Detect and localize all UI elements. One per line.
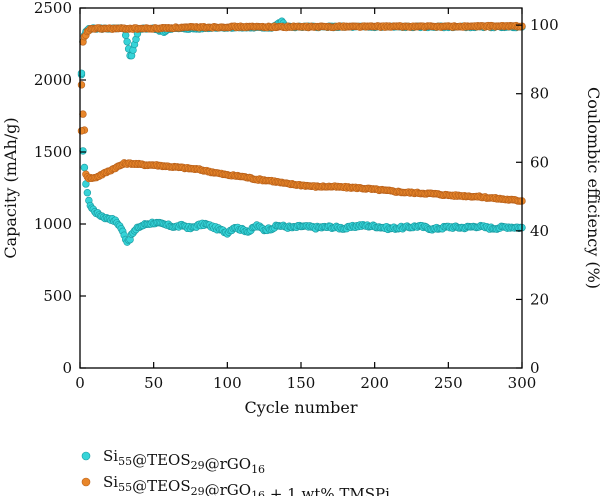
x-tick-label: 200 — [360, 374, 389, 392]
x-tick-label: 150 — [287, 374, 316, 392]
x-axis-title: Cycle number — [244, 398, 357, 417]
legend-marker — [81, 477, 91, 487]
legend-text: Si — [103, 473, 118, 491]
legend-subscript: 55 — [118, 481, 132, 494]
x-tick-label: 250 — [434, 374, 463, 392]
y-left-tick-label: 500 — [43, 287, 72, 305]
legend-marker — [81, 451, 91, 461]
legend-text: @TEOS — [132, 451, 191, 469]
y-left-tick-label: 0 — [62, 359, 72, 377]
y-right-tick-label: 40 — [530, 222, 549, 240]
y-left-tick-label: 2000 — [34, 71, 72, 89]
legend-label: Si55@TEOS29@rGO16 + 1 wt% TMSPi — [103, 473, 390, 496]
plot-area — [77, 17, 526, 246]
axes: 0 50 100 150 200 250 3000500100015002000250002… — [1, 0, 600, 417]
y-left-tick-label: 1000 — [34, 215, 72, 233]
legend-subscript: 55 — [118, 455, 132, 468]
x-tick-label: 300 — [508, 374, 537, 392]
legend-text: @rGO — [205, 481, 251, 496]
x-tick-label: 50 — [144, 374, 163, 392]
legend-label: Si55@TEOS29@rGO16 — [103, 447, 265, 476]
capacity-point — [83, 189, 92, 197]
efficiency-point — [123, 38, 131, 46]
series-1 — [77, 17, 526, 246]
capacity-point — [80, 163, 89, 172]
legend-item: Si55@TEOS29@rGO16 — [81, 447, 265, 476]
legend-subscript: 29 — [191, 485, 205, 496]
x-tick-label: 100 — [213, 374, 242, 392]
y-right-tick-label: 60 — [530, 153, 549, 171]
legend-text: @rGO — [205, 455, 251, 473]
legend-subscript: 29 — [191, 459, 205, 472]
legend-text: @TEOS — [132, 477, 191, 495]
y-right-tick-label: 0 — [530, 359, 540, 377]
y-left-tick-label: 1500 — [34, 143, 72, 161]
y-left-tick-label: 2500 — [34, 0, 72, 17]
y-right-axis-title: Coulombic efficiency (%) — [584, 87, 600, 289]
efficiency-point — [77, 69, 86, 77]
efficiency-point — [121, 31, 130, 40]
series-2 — [77, 21, 526, 205]
y-right-tick-label: 20 — [530, 290, 549, 308]
capacity-point — [77, 81, 86, 89]
legend-text: + 1 wt% TMSPi — [265, 485, 390, 496]
y-right-tick-label: 80 — [530, 85, 549, 103]
y-right-tick-label: 100 — [530, 16, 559, 34]
legend-text: Si — [103, 447, 118, 465]
legend-item: Si55@TEOS29@rGO16 + 1 wt% TMSPi — [81, 473, 390, 496]
efficiency-point — [77, 127, 86, 135]
legend-subscript: 16 — [251, 489, 265, 496]
y-left-axis-title: Capacity (mAh/g) — [1, 117, 20, 258]
legend-subscript: 16 — [251, 463, 265, 476]
x-tick-label: 0 — [75, 374, 85, 392]
